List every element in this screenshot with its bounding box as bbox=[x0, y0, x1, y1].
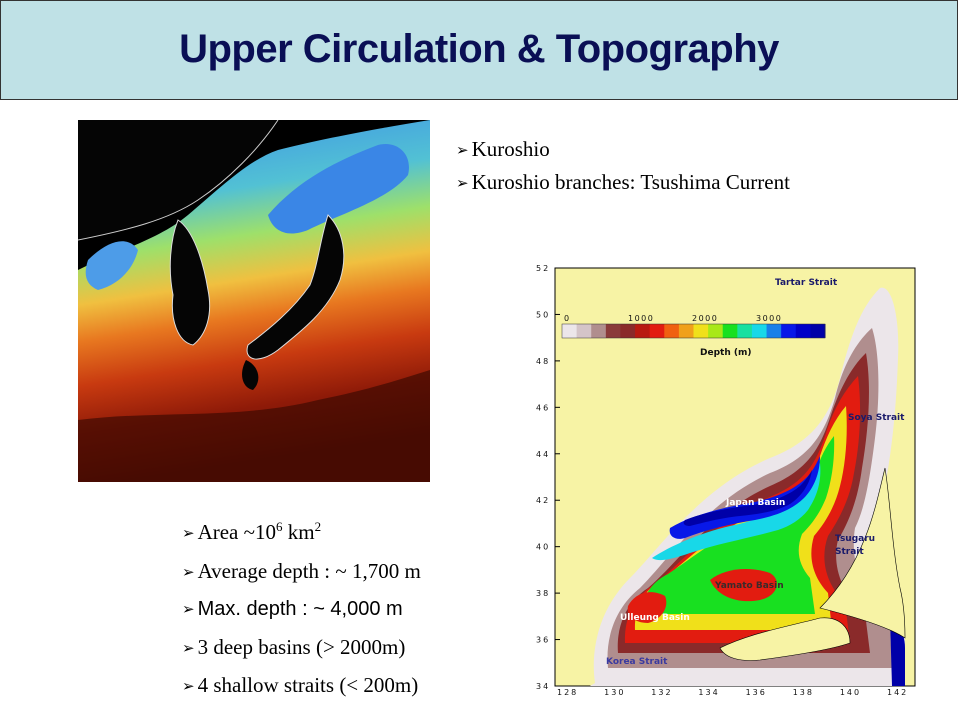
label-tsugaru-strait: Tsugaru bbox=[835, 534, 875, 544]
colorbar-swatch bbox=[635, 324, 651, 338]
depth-layers bbox=[590, 287, 905, 686]
colorbar-swatch bbox=[737, 324, 753, 338]
bullet-kuroshio-branches: ➢ Kuroshio branches: Tsushima Current bbox=[456, 167, 790, 200]
colorbar-swatch bbox=[751, 324, 768, 338]
bullet-kuroshio: ➢ Kuroshio bbox=[456, 134, 790, 167]
bottom-bullet-list: ➢ Area ~106 km2 ➢ Average depth : ~ 1,70… bbox=[182, 514, 421, 706]
colorbar-tick-label: 3000 bbox=[756, 314, 782, 323]
bullet-average-depth: ➢ Average depth : ~ 1,700 m bbox=[182, 553, 421, 592]
colorbar-swatch bbox=[664, 324, 680, 338]
arrow-bullet-icon: ➢ bbox=[182, 524, 195, 542]
x-tick-label: 130 bbox=[604, 688, 625, 697]
label-soya-strait: Soya Strait bbox=[848, 413, 905, 423]
colorbar-border bbox=[561, 323, 826, 339]
satellite-sst-image bbox=[78, 120, 430, 482]
y-tick-label: 50 bbox=[536, 310, 550, 319]
bullet-shallow-straits: ➢ 4 shallow straits (< 200m) bbox=[182, 667, 421, 706]
label-japan-basin: Japan Basin bbox=[725, 498, 785, 508]
label-tartar-strait: Tartar Strait bbox=[775, 278, 838, 288]
colorbar-label: Depth (m) bbox=[700, 348, 751, 358]
colorbar-swatch bbox=[781, 324, 797, 338]
colorbar-swatch bbox=[605, 324, 621, 338]
label-ulleung-basin: Ulleung Basin bbox=[620, 613, 690, 623]
colorbar: 0 1000 2000 3000 bbox=[561, 314, 826, 339]
colorbar-tick-label: 0 bbox=[564, 314, 571, 323]
label-korea-strait: Korea Strait bbox=[606, 657, 668, 667]
colorbar-swatch bbox=[591, 324, 607, 338]
bullet-area: ➢ Area ~106 km2 bbox=[182, 514, 421, 553]
x-axis-ticks: 128 130 132 134 136 138 140 142 bbox=[557, 688, 908, 697]
colorbar-swatch bbox=[795, 324, 811, 338]
x-tick-label: 132 bbox=[651, 688, 672, 697]
y-tick-label: 40 bbox=[536, 543, 550, 552]
arrow-bullet-icon: ➢ bbox=[182, 562, 195, 581]
x-tick-label: 134 bbox=[698, 688, 719, 697]
y-tick-label: 52 bbox=[536, 264, 550, 273]
x-tick-label: 138 bbox=[793, 688, 814, 697]
x-tick-label: 140 bbox=[840, 688, 861, 697]
y-tick-label: 36 bbox=[536, 636, 550, 645]
arrow-bullet-icon: ➢ bbox=[182, 677, 195, 695]
colorbar-swatch bbox=[562, 324, 578, 338]
y-tick-label: 46 bbox=[536, 403, 550, 412]
place-labels: Tartar Strait Soya Strait Tsugaru Strait… bbox=[606, 278, 905, 667]
colorbar-swatch bbox=[722, 324, 738, 338]
arrow-bullet-icon: ➢ bbox=[456, 141, 469, 159]
label-yamato-basin: Yamato Basin bbox=[714, 581, 784, 591]
colorbar-swatch bbox=[678, 324, 694, 338]
colorbar-swatch bbox=[620, 324, 636, 338]
y-tick-label: 44 bbox=[536, 450, 550, 459]
colorbar-tick-label: 2000 bbox=[692, 314, 718, 323]
colorbar-swatch bbox=[810, 324, 826, 338]
bathymetry-map-graphic: 0 1000 2000 3000 Depth (m) 52 50 48 46 44 42 40 38… bbox=[536, 264, 916, 697]
colorbar-swatch bbox=[708, 324, 724, 338]
arrow-bullet-icon: ➢ bbox=[182, 600, 195, 618]
y-tick-label: 42 bbox=[536, 496, 550, 505]
x-tick-label: 142 bbox=[887, 688, 908, 697]
slide-title: Upper Circulation & Topography bbox=[179, 27, 779, 71]
y-tick-label: 48 bbox=[536, 357, 550, 366]
colorbar-tick-label: 1000 bbox=[628, 314, 654, 323]
colorbar-swatch bbox=[576, 324, 592, 338]
colorbar-swatch bbox=[649, 324, 665, 338]
label-tsugaru-strait-2: Strait bbox=[835, 547, 864, 557]
colorbar-swatch bbox=[766, 324, 782, 338]
arrow-bullet-icon: ➢ bbox=[456, 174, 469, 192]
bathymetry-map: 0 1000 2000 3000 Depth (m) 52 50 48 46 44 42 40 38… bbox=[520, 258, 920, 698]
satellite-image-graphic bbox=[78, 120, 430, 482]
y-axis-ticks: 52 50 48 46 44 42 40 38 36 34 bbox=[536, 264, 560, 691]
title-bar: Upper Circulation & Topography bbox=[0, 0, 958, 100]
colorbar-swatch bbox=[693, 324, 709, 338]
x-tick-label: 128 bbox=[557, 688, 578, 697]
bullet-deep-basins: ➢ 3 deep basins (> 2000m) bbox=[182, 629, 421, 668]
x-tick-label: 136 bbox=[746, 688, 767, 697]
top-bullet-list: ➢ Kuroshio ➢ Kuroshio branches: Tsushima… bbox=[456, 134, 790, 200]
y-tick-label: 38 bbox=[536, 589, 550, 598]
bullet-max-depth: ➢ Max. depth : ~ 4,000 m bbox=[182, 591, 421, 629]
y-tick-label: 34 bbox=[536, 682, 550, 691]
arrow-bullet-icon: ➢ bbox=[182, 638, 195, 657]
